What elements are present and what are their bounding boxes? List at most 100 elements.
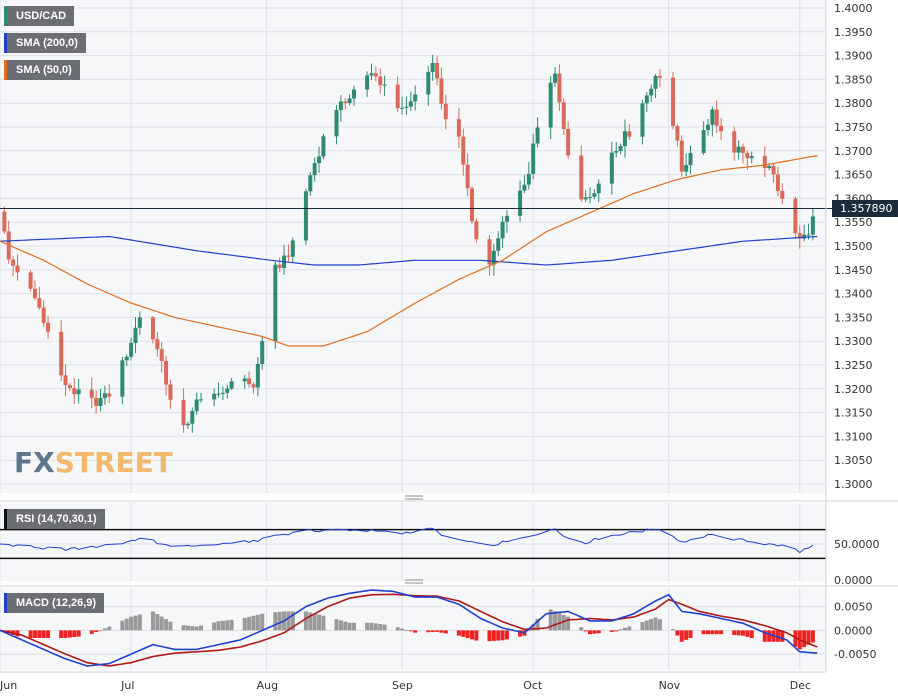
sma200-swatch [4, 33, 7, 53]
macd-histogram-bar [369, 622, 374, 631]
macd-histogram-bar [343, 621, 348, 631]
macd-histogram-bar [675, 630, 680, 636]
macd-histogram-bar [225, 620, 230, 631]
price-tick-label: 1.3100 [834, 430, 873, 443]
price-tick-label: 1.3000 [834, 478, 873, 491]
macd-histogram-bar [290, 611, 295, 631]
macd-histogram-bar [775, 630, 780, 642]
macd-legend[interactable]: MACD (12,26,9) [4, 593, 105, 613]
price-tick-label: 1.3950 [834, 26, 873, 39]
candle-up [706, 124, 710, 131]
macd-histogram-bar [317, 614, 322, 631]
candle-up [194, 399, 199, 412]
macd-histogram-bar [745, 630, 750, 637]
macd-histogram-bar [150, 611, 155, 631]
candle-down [32, 288, 37, 299]
macd-histogram-bar [806, 630, 811, 645]
macd-histogram-bar [684, 630, 689, 640]
candle-up [413, 94, 418, 102]
macd-histogram-bar [583, 630, 588, 632]
rsi-legend[interactable]: RSI (14,70,30,1) [4, 509, 105, 529]
macd-histogram-bar [382, 624, 387, 631]
candle-up [548, 82, 553, 128]
macd-histogram-bar [649, 618, 654, 631]
macd-histogram-bar [596, 630, 601, 634]
macd-histogram-bar [456, 630, 461, 636]
macd-histogram-bar [644, 620, 649, 631]
candle-up [334, 110, 339, 137]
price-tick-label: 1.3050 [834, 454, 873, 467]
candle-up [352, 89, 356, 99]
sma200-legend[interactable]: SMA (200,0) [4, 33, 86, 53]
macd-tick-label: -0.0050 [834, 648, 876, 661]
candle-down [37, 298, 42, 308]
macd-histogram-bar [810, 630, 815, 643]
macd-histogram-bar [609, 630, 614, 632]
rsi-panel: 50.0000 0.0000 [0, 495, 898, 587]
candle-up [98, 398, 103, 406]
candle-up [76, 389, 81, 395]
candle-down [443, 103, 448, 120]
rsi-tick-label: 0.0000 [834, 574, 873, 587]
sma200-line [0, 235, 818, 266]
candle-down [745, 152, 750, 159]
macd-histogram-bar [277, 611, 282, 631]
candle-up [229, 381, 234, 389]
rsi-swatch [4, 509, 7, 529]
month-tick-label: Jul [120, 679, 134, 692]
macd-histogram-bar [308, 612, 313, 631]
candle-up [190, 411, 195, 424]
candle-up [102, 393, 107, 399]
candle-up [220, 392, 225, 394]
macd-histogram-bar [185, 625, 190, 631]
month-tick-label: Nov [659, 679, 681, 692]
candle-up [710, 109, 715, 125]
candle-down [164, 360, 169, 385]
macd-histogram-bar [496, 630, 501, 641]
sma200-label: SMA (200,0) [16, 37, 78, 49]
candle-up [317, 156, 322, 164]
macd-histogram-bar [352, 622, 356, 631]
candle-down [94, 397, 99, 406]
candle-up [518, 190, 523, 216]
macd-histogram-bar [63, 630, 68, 638]
macd-histogram-bar [767, 630, 772, 642]
macd-histogram-bar [592, 630, 597, 634]
candle-up [400, 107, 405, 109]
candle-up [120, 360, 125, 397]
macd-histogram-bar [124, 618, 129, 631]
macd-histogram-bar [120, 620, 125, 631]
candle-down [671, 77, 676, 126]
macd-histogram-bar [802, 630, 807, 648]
macd-histogram-bar [129, 616, 134, 631]
macd-histogram-bar [247, 616, 252, 631]
macd-histogram-bar [618, 629, 623, 631]
candle-up [260, 341, 265, 364]
macd-histogram-bar [749, 630, 754, 639]
macd-histogram-bar [474, 630, 479, 641]
macd-histogram-bar [430, 630, 435, 633]
sma50-legend[interactable]: SMA (50,0) [4, 60, 80, 80]
candle-down [561, 102, 566, 129]
price-tick-label: 1.3400 [834, 288, 873, 301]
macd-histogram-bar [762, 630, 767, 642]
macd-histogram-bar [461, 630, 466, 637]
candle-up [347, 98, 352, 103]
macd-histogram-bar [579, 627, 584, 631]
macd-histogram-bar [164, 619, 169, 631]
macd-histogram-bar [740, 630, 745, 636]
macd-histogram-bar [338, 620, 343, 631]
candle-up [553, 73, 558, 83]
symbol-legend[interactable]: USD/CAD [4, 6, 75, 26]
candle-down [378, 76, 383, 86]
candle-up [504, 215, 509, 222]
macd-histogram-bar [470, 630, 474, 640]
price-tick-label: 1.3450 [834, 264, 873, 277]
macd-histogram-bar [500, 630, 505, 641]
candle-down [2, 211, 7, 232]
macd-histogram-bar [548, 609, 553, 631]
candle-down [59, 331, 64, 376]
macd-histogram-bar [736, 630, 741, 636]
candle-down [762, 156, 767, 169]
